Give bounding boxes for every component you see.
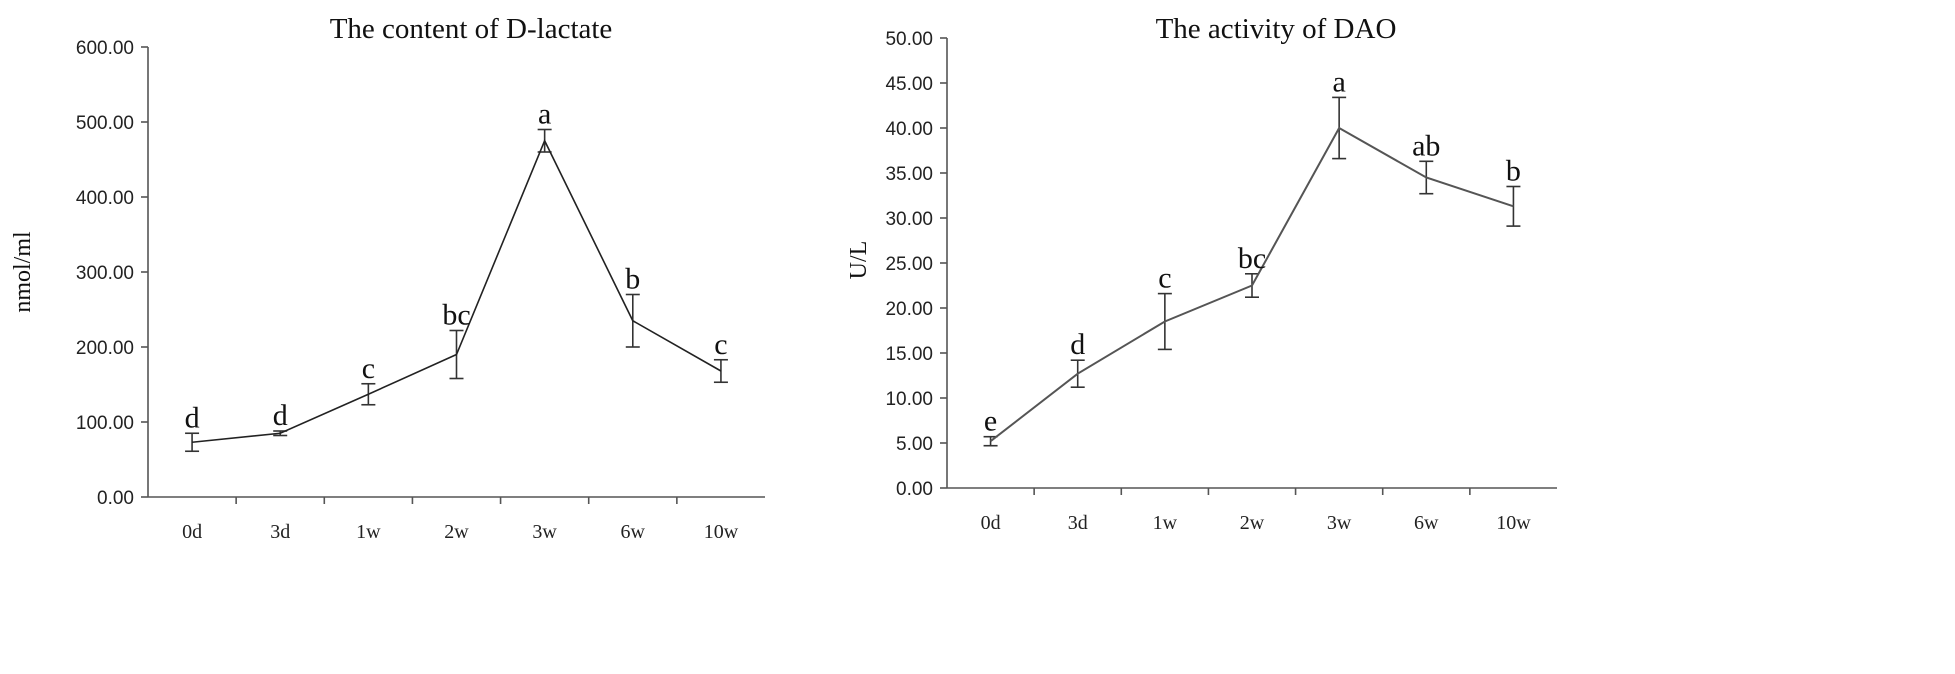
significance-label: e: [984, 405, 997, 438]
significance-label: d: [185, 401, 200, 434]
y-tick-label: 400.00: [76, 188, 134, 209]
significance-label: a: [538, 98, 551, 131]
y-tick-label: 0.00: [97, 488, 134, 509]
significance-labels: e d c bc a ab b: [984, 65, 1521, 437]
x-tick-label: 2w: [1240, 512, 1265, 534]
significance-label: c: [362, 352, 375, 385]
y-tick-label: 15.00: [885, 344, 933, 365]
y-tick-label: 300.00: [76, 263, 134, 284]
y-axis-label: U/L: [846, 241, 872, 280]
y-tick-label: 600.00: [76, 38, 134, 59]
x-tick-label: 10w: [704, 521, 739, 543]
significance-label: d: [273, 399, 288, 432]
y-ticks: 0.00 5.00 10.00 15.00 20.00 25.00 30.00 35.00 40…: [885, 29, 947, 500]
significance-label: bc: [1238, 242, 1266, 275]
significance-label: c: [1158, 262, 1171, 295]
x-tick-label: 3d: [1068, 512, 1088, 534]
y-tick-label: 200.00: [76, 338, 134, 359]
x-tick-label: 0d: [981, 512, 1001, 534]
chart-dao-activity: The activity of DAO U/L 0.00 5.00 10.00 15.…: [846, 13, 1557, 534]
x-ticks: 0d 3d 1w 2w 3w 6w 10w: [182, 497, 739, 543]
x-tick-label: 3d: [270, 521, 290, 543]
significance-label: c: [714, 328, 727, 361]
significance-label: a: [1332, 65, 1345, 98]
significance-label: bc: [442, 299, 470, 332]
series-line: [191, 138, 722, 444]
chart-title: The content of D-lactate: [330, 13, 613, 45]
x-ticks: 0d 3d 1w 2w 3w 6w 10w: [981, 488, 1531, 534]
error-bars: [185, 128, 728, 453]
error-bars: [983, 96, 1521, 447]
y-tick-label: 5.00: [896, 434, 933, 455]
significance-label: b: [625, 263, 640, 296]
y-tick-label: 35.00: [885, 164, 933, 185]
significance-label: b: [1506, 155, 1521, 188]
x-tick-label: 3w: [1327, 512, 1352, 534]
y-tick-label: 20.00: [885, 299, 933, 320]
significance-label: ab: [1412, 129, 1440, 162]
y-axis-label: nmol/ml: [10, 231, 36, 313]
y-ticks: 0.00 100.00 200.00 300.00 400.00 500.00 600.00: [76, 38, 148, 509]
series-line: [989, 126, 1514, 442]
x-tick-label: 6w: [1414, 512, 1439, 534]
x-tick-label: 10w: [1496, 512, 1531, 534]
y-tick-label: 40.00: [885, 119, 933, 140]
y-tick-label: 0.00: [896, 479, 933, 500]
chart-title: The activity of DAO: [1156, 13, 1397, 45]
y-tick-label: 100.00: [76, 413, 134, 434]
y-tick-label: 25.00: [885, 254, 933, 275]
x-tick-label: 0d: [182, 521, 202, 543]
y-tick-label: 10.00: [885, 389, 933, 410]
chart-d-lactate: The content of D-lactate nmol/ml 0.00 100…: [10, 13, 765, 543]
y-tick-label: 50.00: [885, 29, 933, 50]
y-tick-label: 30.00: [885, 209, 933, 230]
significance-label: d: [1070, 328, 1085, 361]
x-tick-label: 2w: [444, 521, 469, 543]
y-tick-label: 500.00: [76, 113, 134, 134]
x-tick-label: 1w: [1153, 512, 1178, 534]
x-tick-label: 6w: [621, 521, 646, 543]
y-tick-label: 45.00: [885, 74, 933, 95]
x-tick-label: 3w: [532, 521, 557, 543]
x-tick-label: 1w: [356, 521, 381, 543]
